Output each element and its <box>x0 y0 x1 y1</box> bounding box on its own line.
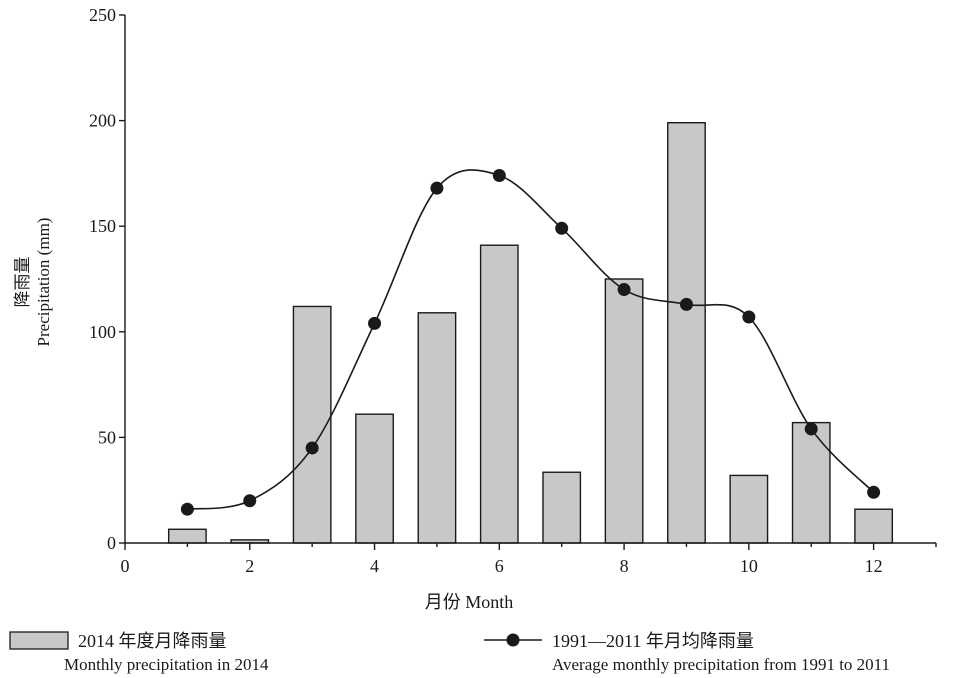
x-tick-label-10: 10 <box>740 556 758 576</box>
average-point-month-11 <box>804 422 818 436</box>
average-point-month-10 <box>742 310 756 324</box>
x-tick-label-8: 8 <box>620 556 629 576</box>
y-axis-label-cn: 降雨量 <box>13 257 32 308</box>
bar-month-5 <box>417 312 457 544</box>
legend-bar-label-cn: 2014 年度月降雨量 <box>78 631 227 651</box>
y-tick-label-0: 0 <box>107 533 116 553</box>
average-point-month-5 <box>430 181 444 195</box>
legend: 2014 年度月降雨量 Monthly precipitation in 201… <box>9 631 890 674</box>
x-tick-label-6: 6 <box>495 556 504 576</box>
y-tick-label-250: 250 <box>89 5 116 25</box>
bar-month-6 <box>479 244 519 544</box>
y-tick-label-200: 200 <box>89 111 116 131</box>
axes: 0 50 100 150 200 250 0 2 4 6 8 10 12 <box>89 5 937 576</box>
legend-line-marker <box>506 633 520 647</box>
bar-month-3 <box>292 305 332 544</box>
x-tick-label-0: 0 <box>121 556 130 576</box>
bar-month-4 <box>355 413 394 544</box>
x-tick-label-12: 12 <box>865 556 883 576</box>
legend-item-line: 1991—2011 年月均降雨量 Average monthly precipi… <box>484 631 890 674</box>
legend-line-label-cn: 1991—2011 年月均降雨量 <box>552 631 754 651</box>
average-point-month-3 <box>305 441 319 455</box>
y-tick-label-100: 100 <box>89 322 116 342</box>
average-point-month-12 <box>867 485 881 499</box>
bar-month-8 <box>604 278 644 544</box>
bar-month-7 <box>542 471 582 544</box>
bar-month-11 <box>791 421 831 544</box>
y-tick-label-50: 50 <box>98 427 116 447</box>
x-tick-label-4: 4 <box>370 556 379 576</box>
legend-line-label-en: Average monthly precipitation from 1991 … <box>552 655 890 674</box>
y-axis-label: 降雨量 Precipitation (mm) <box>13 218 53 347</box>
bar-month-10 <box>729 474 769 544</box>
average-point-month-1 <box>180 502 194 516</box>
legend-bar-label-en: Monthly precipitation in 2014 <box>64 655 269 674</box>
bar-month-9 <box>667 122 706 544</box>
bar-month-12 <box>854 508 894 544</box>
average-point-month-4 <box>368 316 382 330</box>
average-point-month-9 <box>679 297 693 311</box>
average-point-month-2 <box>243 494 257 508</box>
y-axis-label-en: Precipitation (mm) <box>34 218 53 347</box>
legend-item-bars: 2014 年度月降雨量 Monthly precipitation in 201… <box>9 631 269 674</box>
average-line <box>187 169 875 511</box>
bar-month-1 <box>167 528 207 544</box>
x-axis-label: 月份 Month <box>425 592 514 612</box>
x-tick-label-2: 2 <box>245 556 254 576</box>
average-point-month-8 <box>617 283 631 297</box>
legend-bar-swatch <box>9 631 69 650</box>
y-tick-label-150: 150 <box>89 216 116 236</box>
average-point-month-7 <box>555 221 569 235</box>
average-point-month-6 <box>492 169 506 183</box>
plot-area <box>167 122 894 544</box>
